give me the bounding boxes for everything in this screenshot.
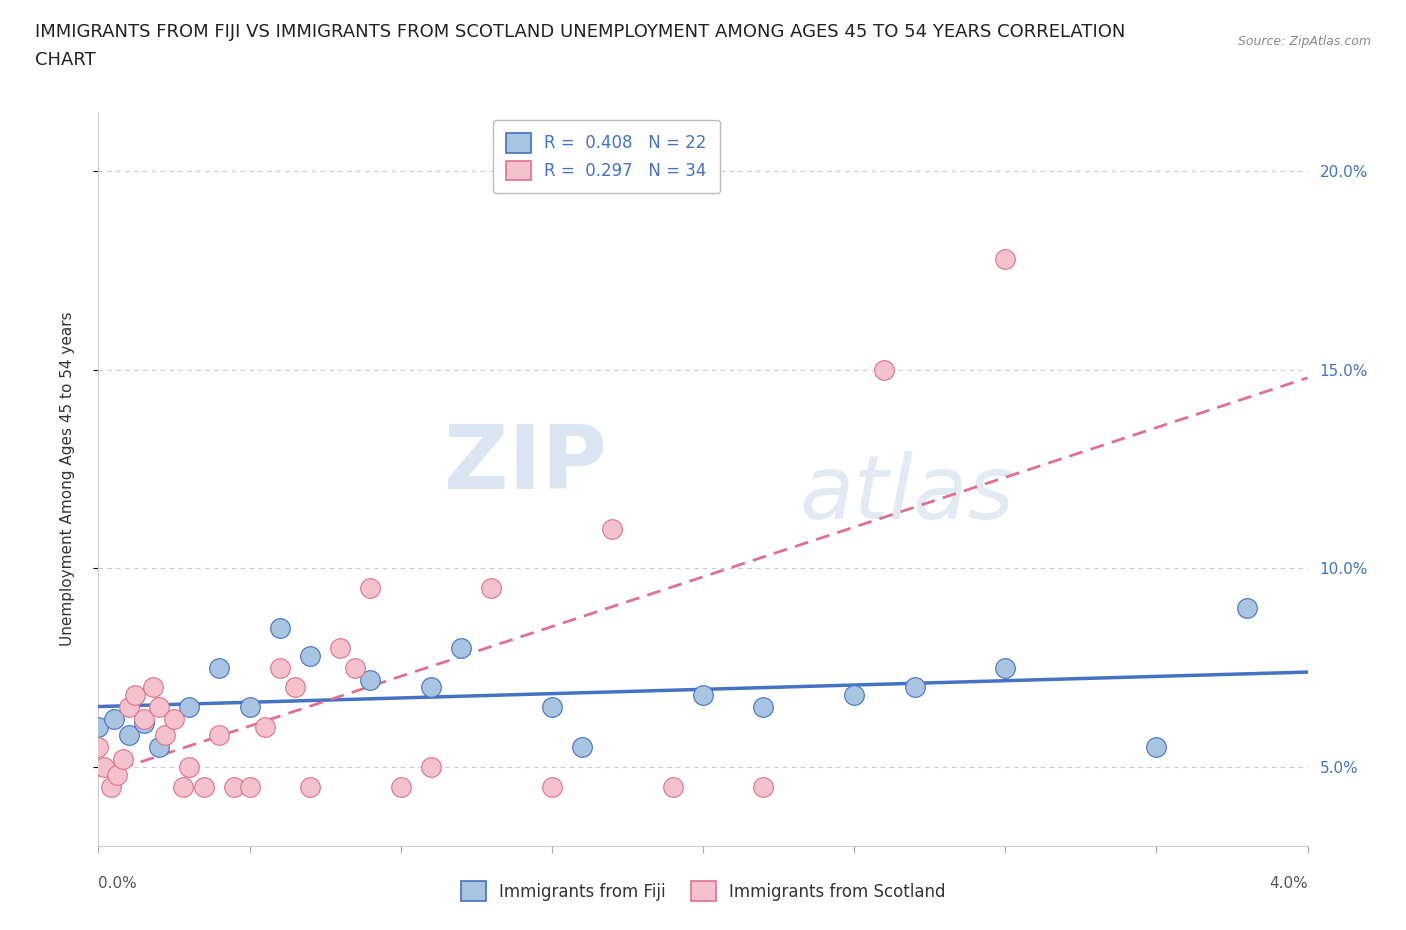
Point xyxy=(93,760,115,775)
Point xyxy=(179,760,201,775)
Point xyxy=(284,680,307,695)
Text: 0.0%: 0.0% xyxy=(98,876,138,891)
Point xyxy=(904,680,927,695)
Point xyxy=(87,739,110,754)
Point xyxy=(752,779,775,794)
Text: 4.0%: 4.0% xyxy=(1268,876,1308,891)
Text: ZIP: ZIP xyxy=(443,420,606,508)
Point xyxy=(329,640,352,655)
Point xyxy=(124,688,146,703)
Point xyxy=(208,660,231,675)
Point xyxy=(994,251,1017,266)
Point xyxy=(344,660,367,675)
Point xyxy=(752,700,775,715)
Text: atlas: atlas xyxy=(800,451,1015,537)
Point xyxy=(450,640,472,655)
Point xyxy=(360,580,382,595)
Text: IMMIGRANTS FROM FIJI VS IMMIGRANTS FROM SCOTLAND UNEMPLOYMENT AMONG AGES 45 TO 5: IMMIGRANTS FROM FIJI VS IMMIGRANTS FROM … xyxy=(35,23,1126,41)
Legend: R =  0.408   N = 22, R =  0.297   N = 34: R = 0.408 N = 22, R = 0.297 N = 34 xyxy=(492,120,720,193)
Y-axis label: Unemployment Among Ages 45 to 54 years: Unemployment Among Ages 45 to 54 years xyxy=(60,312,75,646)
Point xyxy=(239,779,262,794)
Point xyxy=(269,660,291,675)
Point xyxy=(661,779,683,794)
Point xyxy=(132,716,155,731)
Point xyxy=(360,672,382,687)
Point xyxy=(132,711,155,726)
Point xyxy=(481,580,503,595)
Point xyxy=(873,363,896,378)
Point xyxy=(299,779,322,794)
Point xyxy=(100,779,122,794)
Point xyxy=(193,779,215,794)
Point xyxy=(172,779,194,794)
Point xyxy=(299,648,322,663)
Point xyxy=(692,688,714,703)
Point xyxy=(253,720,276,735)
Point xyxy=(118,700,141,715)
Point xyxy=(142,680,165,695)
Point xyxy=(87,720,110,735)
Point xyxy=(1146,739,1168,754)
Point xyxy=(224,779,246,794)
Point xyxy=(994,660,1017,675)
Point xyxy=(389,779,412,794)
Point xyxy=(602,521,624,536)
Point xyxy=(239,700,262,715)
Point xyxy=(148,700,170,715)
Point xyxy=(420,680,443,695)
Point xyxy=(540,779,562,794)
Point xyxy=(571,739,593,754)
Point xyxy=(163,711,186,726)
Point xyxy=(179,700,201,715)
Point xyxy=(103,711,125,726)
Legend: Immigrants from Fiji, Immigrants from Scotland: Immigrants from Fiji, Immigrants from Sc… xyxy=(449,870,957,912)
Point xyxy=(153,727,176,742)
Text: CHART: CHART xyxy=(35,51,96,69)
Point xyxy=(269,620,291,635)
Point xyxy=(105,767,128,782)
Point xyxy=(148,739,170,754)
Point xyxy=(111,751,134,766)
Point xyxy=(844,688,866,703)
Point xyxy=(1236,601,1258,616)
Text: Source: ZipAtlas.com: Source: ZipAtlas.com xyxy=(1237,35,1371,48)
Point xyxy=(420,760,443,775)
Point xyxy=(540,700,562,715)
Point xyxy=(208,727,231,742)
Point xyxy=(118,727,141,742)
